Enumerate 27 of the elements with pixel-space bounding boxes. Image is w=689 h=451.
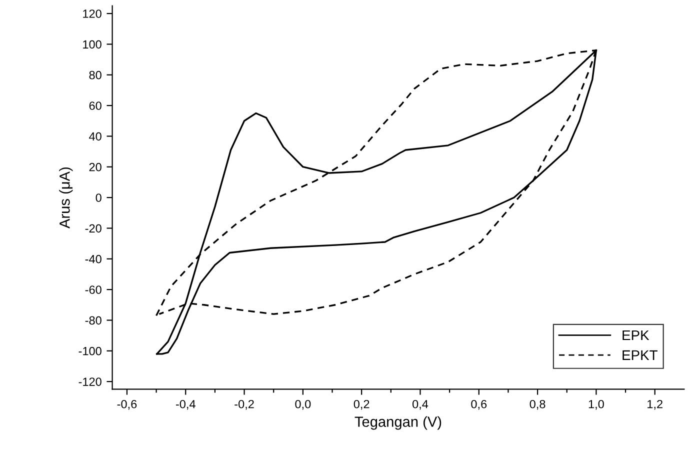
x-tick-label: 0,4: [412, 400, 428, 410]
x-tick-label: 0,6: [471, 400, 487, 410]
x-tick-label: 1,2: [648, 400, 662, 410]
y-tick-label: 80: [89, 70, 102, 80]
x-tick-label: 0,2: [354, 400, 370, 410]
legend-label: EPKT: [622, 350, 658, 360]
y-tick-label: 0: [96, 194, 102, 202]
y-tick-label: -20: [85, 224, 102, 233]
x-axis-title: Tegangan (V): [354, 416, 442, 430]
y-axis-title: Arus (μA): [59, 168, 73, 228]
y-tick-label: 100: [83, 40, 102, 49]
x-tick-label: -0,4: [176, 400, 196, 410]
x-tick-label: 0,0: [295, 400, 311, 410]
y-tick-label: 20: [89, 162, 102, 172]
y-tick-label: -120: [78, 378, 102, 386]
y-tick-label: -40: [85, 254, 102, 264]
x-tick-label: 0,8: [530, 400, 546, 410]
y-tick-label: 120: [83, 10, 102, 18]
y-tick-label: 40: [89, 132, 102, 141]
x-tick-label: 1,0: [588, 400, 604, 410]
legend-label: EPK: [622, 330, 650, 340]
x-tick-label: -0,6: [117, 400, 137, 410]
x-tick-label: -0,2: [234, 400, 254, 410]
y-tick-label: -80: [85, 316, 102, 325]
y-tick-label: -60: [85, 286, 102, 294]
y-tick-label: -100: [78, 346, 102, 356]
y-tick-label: 60: [89, 102, 102, 110]
